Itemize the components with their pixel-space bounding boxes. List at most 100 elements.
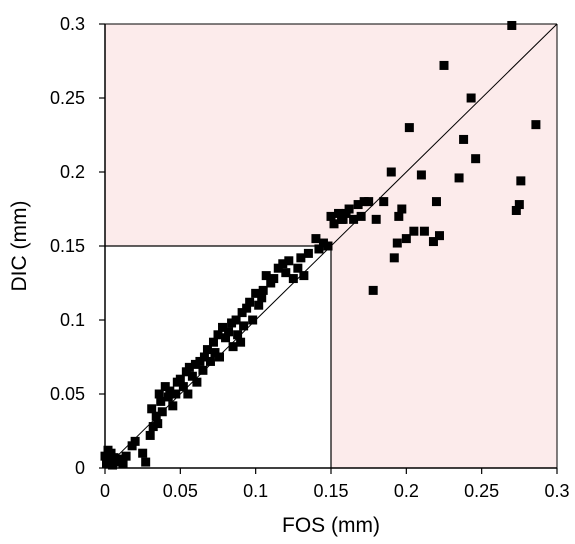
data-point — [389, 253, 399, 263]
data-point — [359, 197, 369, 207]
data-point — [318, 238, 328, 248]
data-point — [248, 315, 258, 325]
data-point — [454, 173, 464, 183]
data-point — [254, 300, 264, 310]
data-point — [195, 356, 205, 366]
data-point — [215, 352, 225, 362]
data-point — [416, 170, 426, 180]
data-point — [154, 389, 164, 399]
y-tick-label: 0.2 — [60, 162, 85, 182]
data-point — [165, 386, 175, 396]
data-point — [284, 256, 294, 266]
data-point — [108, 460, 118, 470]
data-point — [151, 411, 161, 421]
data-point — [187, 371, 197, 381]
data-point — [251, 288, 261, 298]
data-point — [293, 263, 303, 273]
data-point — [334, 208, 344, 218]
data-point — [242, 303, 252, 313]
data-point — [296, 253, 306, 263]
data-point — [299, 271, 309, 281]
y-tick-label: 0.1 — [60, 310, 85, 330]
data-point — [516, 176, 526, 186]
y-tick-label: 0.05 — [50, 384, 85, 404]
data-point — [210, 348, 220, 358]
data-point — [303, 248, 313, 258]
data-point — [323, 241, 333, 251]
data-point — [237, 308, 247, 318]
data-point — [145, 430, 155, 440]
data-point — [118, 459, 128, 469]
data-point — [198, 365, 208, 375]
data-point — [258, 285, 268, 295]
data-point — [228, 342, 238, 352]
y-axis-title: DIC (mm) — [8, 201, 31, 292]
data-point — [401, 234, 411, 244]
data-point — [231, 315, 241, 325]
data-point — [431, 197, 441, 207]
data-point — [183, 389, 193, 399]
data-point — [121, 451, 131, 461]
data-point — [269, 274, 279, 284]
data-point — [261, 271, 271, 281]
data-point — [184, 362, 194, 372]
data-point — [314, 244, 324, 254]
data-point — [273, 263, 283, 273]
data-point — [278, 259, 288, 269]
data-point — [368, 285, 378, 295]
data-point — [233, 330, 243, 340]
x-tick-label: 0.15 — [313, 481, 348, 501]
data-point — [205, 356, 215, 366]
data-point — [239, 321, 249, 331]
data-point — [227, 318, 237, 328]
data-point — [329, 219, 339, 229]
data-point — [160, 382, 170, 392]
y-tick-label: 0.25 — [50, 88, 85, 108]
data-point — [392, 238, 402, 248]
data-point — [245, 297, 255, 307]
data-point — [281, 268, 291, 278]
data-point — [386, 167, 396, 177]
data-point — [344, 204, 354, 214]
data-point — [514, 200, 524, 210]
data-point — [326, 211, 336, 221]
data-point — [148, 422, 158, 432]
data-point — [156, 396, 166, 406]
x-tick-label: 0 — [100, 481, 110, 501]
data-point — [163, 392, 173, 402]
data-point — [218, 322, 228, 332]
x-tick-label: 0.05 — [163, 481, 198, 501]
data-point — [311, 234, 321, 244]
data-point — [439, 60, 449, 70]
data-point — [141, 457, 151, 467]
data-point — [175, 374, 185, 384]
x-axis-title: FOS (mm) — [282, 514, 380, 537]
data-point — [199, 352, 209, 362]
data-point — [157, 407, 167, 417]
data-point — [208, 337, 218, 347]
data-point — [379, 197, 389, 207]
data-point — [394, 211, 404, 221]
data-point — [168, 401, 178, 411]
data-point — [397, 204, 407, 214]
x-tick-label: 0.25 — [464, 481, 499, 501]
data-point — [428, 237, 438, 247]
data-point — [409, 226, 419, 236]
x-tick-label: 0.2 — [394, 481, 419, 501]
data-point — [171, 389, 181, 399]
data-point — [178, 382, 188, 392]
tick-labels-layer: 0 0.05 0.1 0.15 0.2 0.25 0.3 0 0.05 0.1 0.15 0.2 0.2… — [50, 14, 570, 501]
data-point — [459, 134, 469, 144]
data-point — [349, 214, 359, 224]
data-point — [224, 327, 234, 337]
data-point — [221, 333, 231, 343]
data-point — [364, 197, 374, 207]
data-point — [192, 377, 202, 387]
data-point — [190, 359, 200, 369]
data-point — [153, 419, 163, 429]
data-point — [213, 330, 223, 340]
y-tick-label: 0.15 — [50, 236, 85, 256]
y-tick-label: 0.3 — [60, 14, 85, 34]
